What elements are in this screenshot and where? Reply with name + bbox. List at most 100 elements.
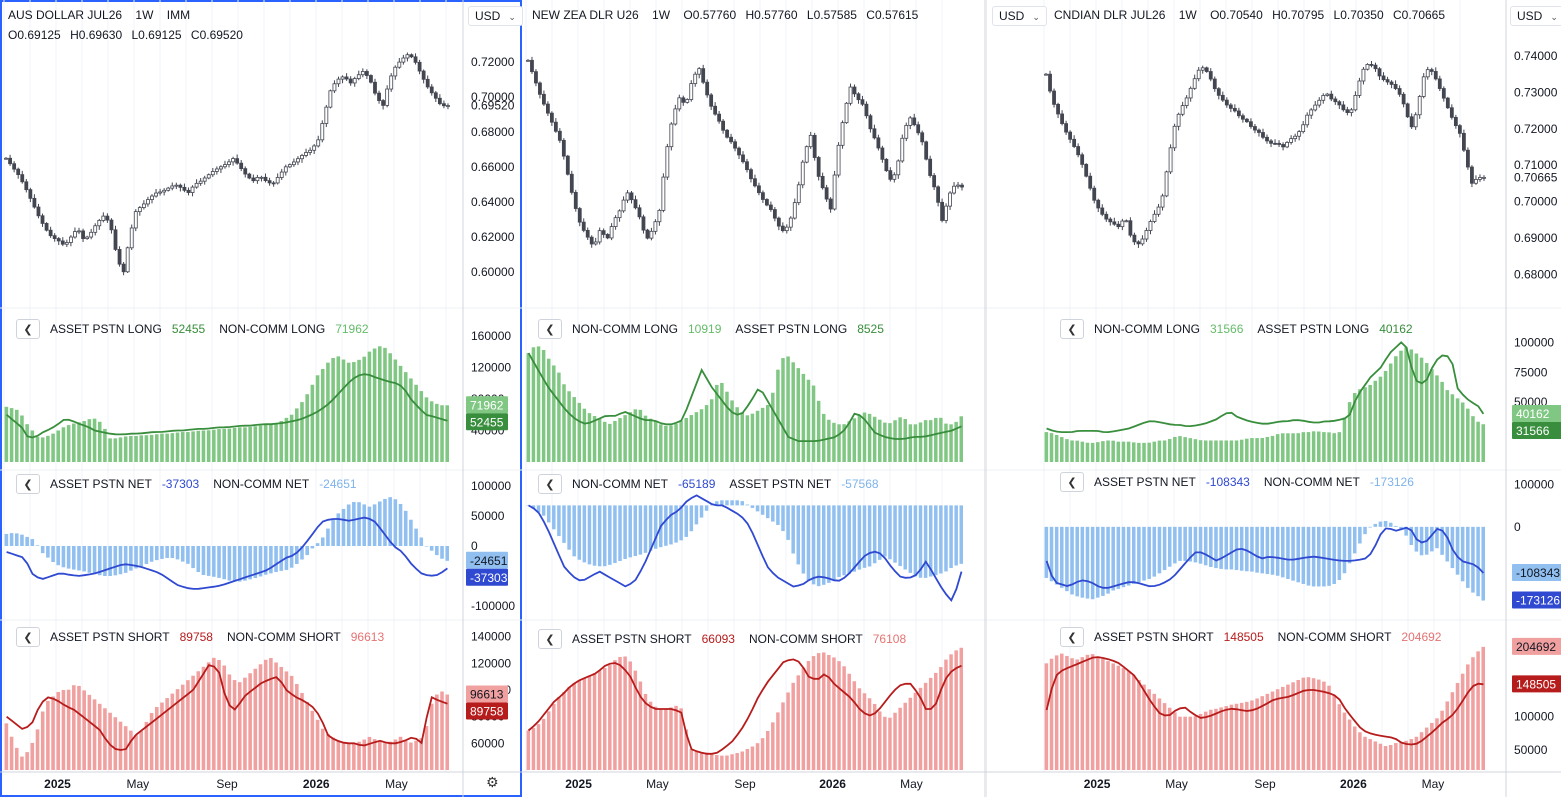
candle-body bbox=[369, 75, 373, 83]
candle-body bbox=[657, 209, 662, 223]
timeframe[interactable]: 1W bbox=[135, 8, 154, 22]
candle-body bbox=[85, 236, 90, 239]
cot-bar bbox=[414, 384, 418, 462]
cot-bar bbox=[893, 505, 897, 563]
cot-bar bbox=[1368, 384, 1372, 462]
cot-bar bbox=[531, 505, 536, 509]
cot-bar bbox=[1332, 526, 1336, 584]
candle-body bbox=[653, 221, 658, 232]
collapse-legend-icon[interactable]: ❮ bbox=[538, 629, 562, 649]
chart-panel-nzd[interactable]: 0.610000.600000.590000.580000.570000.560… bbox=[522, 0, 986, 797]
cot-bar bbox=[206, 430, 211, 462]
symbol-name[interactable]: CNDIAN DLR JUL26 bbox=[1054, 8, 1166, 22]
cot-bar bbox=[903, 505, 907, 570]
cot-bar bbox=[541, 505, 546, 516]
cot-bar bbox=[913, 692, 918, 770]
chart-canvas-aud[interactable]: 0.72000 0.70000 0.68000 0.66000 0.64000 0.620… bbox=[0, 0, 522, 797]
candle-body bbox=[1140, 238, 1145, 245]
candle-body bbox=[820, 175, 825, 189]
collapse-legend-icon[interactable]: ❮ bbox=[1060, 319, 1084, 339]
cot-bar bbox=[40, 437, 45, 462]
cot-bar bbox=[608, 423, 612, 462]
cot-bar bbox=[796, 675, 801, 770]
collapse-legend-icon[interactable]: ❮ bbox=[1060, 472, 1084, 492]
candle-body bbox=[856, 93, 861, 101]
cot-bar bbox=[1173, 526, 1177, 564]
candle-body bbox=[1385, 79, 1390, 83]
timeframe[interactable]: 1W bbox=[1178, 8, 1197, 22]
symbol-name[interactable]: AUS DOLLAR JUL26 bbox=[8, 8, 123, 22]
candle-body bbox=[182, 186, 187, 191]
cot-bar bbox=[1178, 716, 1182, 770]
cot-bar bbox=[1378, 743, 1383, 770]
cot-bar bbox=[154, 434, 159, 462]
collapse-legend-icon[interactable]: ❮ bbox=[1060, 627, 1084, 647]
candle-body bbox=[360, 71, 365, 76]
cot-bar bbox=[372, 739, 377, 770]
cot-bar bbox=[1275, 434, 1280, 462]
value-tag-bg bbox=[466, 551, 508, 569]
collapse-legend-icon[interactable]: ❮ bbox=[538, 319, 562, 339]
cot-bar bbox=[771, 505, 775, 522]
cot-bar bbox=[659, 424, 663, 462]
currency-selector-right[interactable]: USD ⌄ bbox=[1510, 6, 1561, 26]
cot-bar bbox=[409, 378, 413, 462]
cot-bar bbox=[1116, 526, 1121, 589]
candle-body bbox=[693, 73, 698, 85]
cot-bar bbox=[227, 546, 232, 581]
cot-bar bbox=[419, 537, 424, 546]
gear-icon[interactable]: ⚙ bbox=[486, 774, 499, 790]
time-tick-label: 2025 bbox=[44, 777, 71, 791]
cot-bar bbox=[546, 505, 551, 523]
collapse-legend-icon[interactable]: ❮ bbox=[16, 474, 40, 494]
currency-selector[interactable]: USD ⌄ bbox=[468, 6, 523, 26]
cot-bar bbox=[526, 505, 531, 506]
candle-body bbox=[1466, 149, 1470, 168]
candle-body bbox=[162, 189, 167, 193]
cot-bar bbox=[144, 435, 149, 462]
cot-bar bbox=[1245, 438, 1249, 462]
chart-canvas-nzd[interactable]: 0.610000.600000.590000.580000.570000.560… bbox=[522, 0, 986, 797]
cot-bar bbox=[1142, 442, 1146, 462]
chart-panel-aud[interactable]: 0.72000 0.70000 0.68000 0.66000 0.64000 0.620… bbox=[0, 0, 523, 797]
symbol-name[interactable]: NEW ZEA DLR U26 bbox=[532, 8, 639, 22]
cot-bar bbox=[108, 712, 112, 770]
collapse-legend-icon[interactable]: ❮ bbox=[16, 319, 40, 339]
currency-selector-left[interactable]: USD ⌄ bbox=[992, 6, 1047, 26]
cot-bar bbox=[740, 751, 744, 770]
cot-bar bbox=[144, 546, 149, 564]
collapse-legend-icon[interactable]: ❮ bbox=[16, 627, 40, 647]
cot-bar bbox=[613, 505, 617, 564]
cot-bar bbox=[918, 505, 923, 578]
cot-bar bbox=[669, 505, 673, 545]
cot-bar bbox=[1224, 706, 1229, 770]
pane-tick-label: 120000 bbox=[471, 656, 511, 670]
legend-short: ❮ ASSET PSTN SHORT 148505 NON-COMM SHORT… bbox=[1060, 627, 1455, 647]
chart-panel-cad[interactable]: 0.74000 0.73000 0.72000 0.71000 0.70000 0.690… bbox=[986, 0, 1561, 797]
cot-bar bbox=[1435, 526, 1439, 549]
cot-bar bbox=[1342, 417, 1347, 462]
price-tick-label: 0.68000 bbox=[471, 125, 515, 139]
cot-line bbox=[527, 658, 962, 755]
chart-canvas-cad[interactable]: 0.74000 0.73000 0.72000 0.71000 0.70000 0.690… bbox=[986, 0, 1561, 797]
cot-bar bbox=[1460, 673, 1465, 770]
cot-bar bbox=[837, 424, 841, 462]
candle-body bbox=[190, 186, 195, 193]
collapse-legend-icon[interactable]: ❮ bbox=[538, 474, 562, 494]
cot-bar bbox=[103, 546, 107, 576]
cot-bar bbox=[144, 721, 149, 770]
candle-body bbox=[300, 155, 304, 160]
cot-bar bbox=[1157, 440, 1162, 462]
cot-bar bbox=[56, 546, 61, 566]
cot-bar bbox=[82, 421, 86, 462]
cot-bar bbox=[232, 427, 237, 462]
pane-tick-label: 60000 bbox=[471, 736, 505, 750]
cot-bar bbox=[572, 397, 576, 462]
cot-bar bbox=[30, 539, 35, 546]
candle-body bbox=[210, 171, 215, 176]
candle-body bbox=[565, 155, 570, 175]
cot-bar bbox=[1162, 703, 1167, 770]
cot-bar bbox=[1430, 722, 1434, 770]
cot-bar bbox=[1337, 704, 1342, 770]
timeframe[interactable]: 1W bbox=[652, 8, 671, 22]
